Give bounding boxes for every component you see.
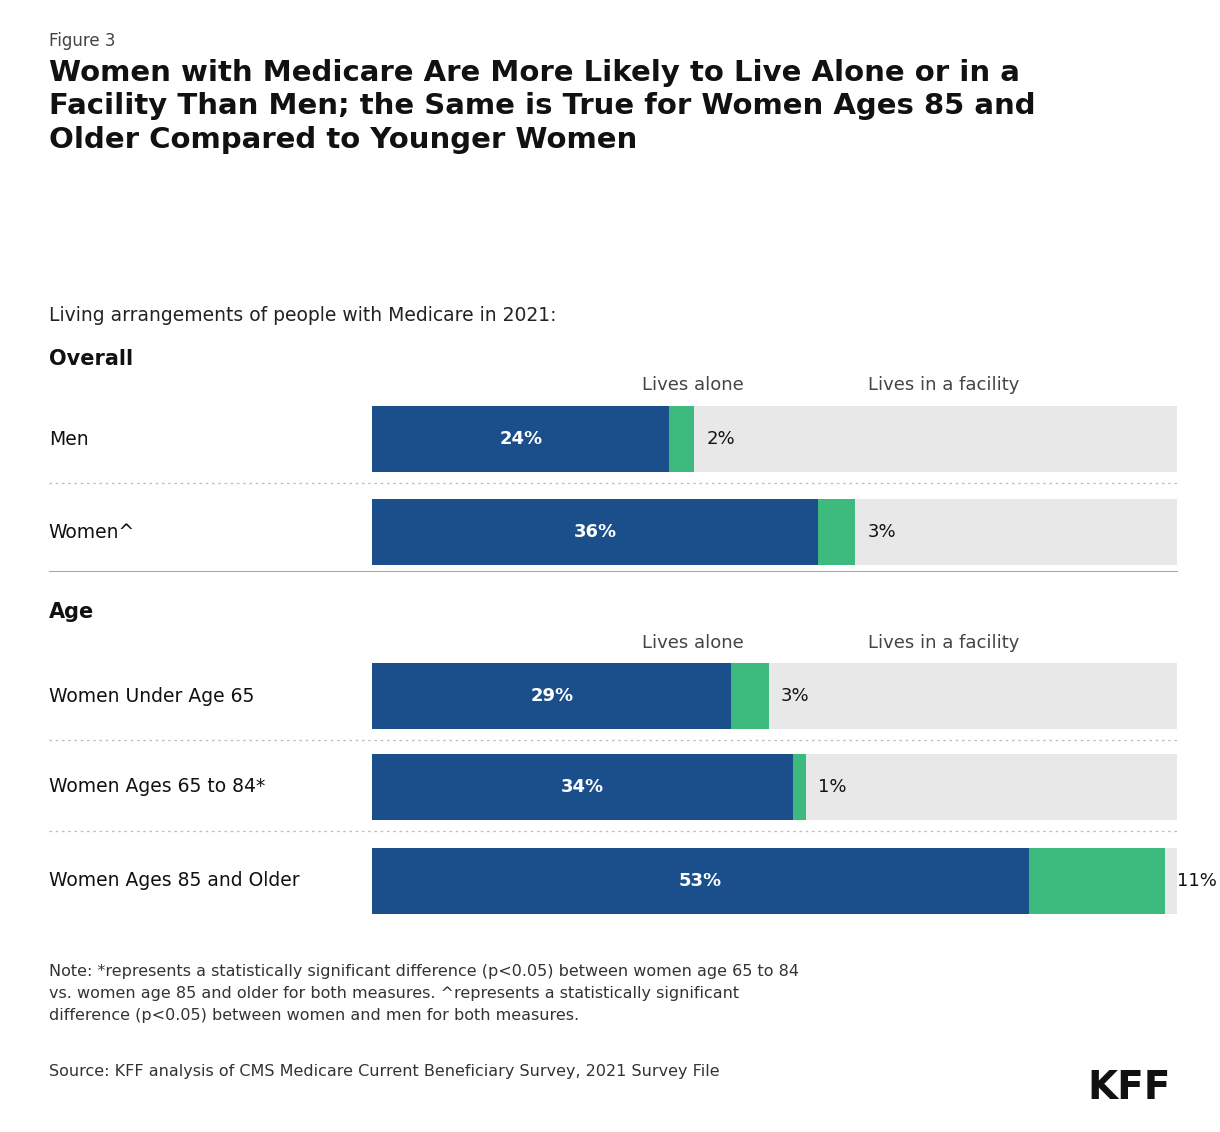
Text: 1%: 1% [817, 778, 847, 796]
Bar [372, 848, 1177, 914]
Text: Lives alone: Lives alone [642, 376, 744, 394]
Bar [731, 663, 769, 729]
Text: 53%: 53% [678, 872, 722, 890]
Bar [372, 663, 1177, 729]
Bar [372, 406, 1177, 472]
Text: Figure 3: Figure 3 [49, 32, 116, 50]
Bar [372, 499, 819, 565]
Text: Women Under Age 65: Women Under Age 65 [49, 687, 254, 705]
Text: Overall: Overall [49, 349, 133, 369]
Text: 2%: 2% [706, 430, 734, 448]
Text: 34%: 34% [561, 778, 604, 796]
Text: Source: KFF analysis of CMS Medicare Current Beneficiary Survey, 2021 Survey Fil: Source: KFF analysis of CMS Medicare Cur… [49, 1064, 720, 1079]
Text: Living arrangements of people with Medicare in 2021:: Living arrangements of people with Medic… [49, 306, 556, 325]
Bar [372, 499, 1177, 565]
Bar [372, 754, 793, 820]
Bar [372, 663, 731, 729]
Text: Lives alone: Lives alone [642, 634, 744, 652]
Text: Women Ages 65 to 84*: Women Ages 65 to 84* [49, 778, 265, 796]
Text: Women with Medicare Are More Likely to Live Alone or in a
Facility Than Men; the: Women with Medicare Are More Likely to L… [49, 59, 1036, 154]
Text: 29%: 29% [531, 687, 573, 705]
Text: KFF: KFF [1088, 1069, 1171, 1107]
Text: 36%: 36% [573, 523, 616, 541]
Bar [670, 406, 694, 472]
Text: Lives in a facility: Lives in a facility [867, 376, 1019, 394]
Text: Age: Age [49, 602, 94, 623]
Text: Men: Men [49, 430, 88, 448]
Bar [819, 499, 855, 565]
Bar [372, 848, 1028, 914]
Text: 11%: 11% [1177, 872, 1218, 890]
Bar [372, 754, 1177, 820]
Text: Lives in a facility: Lives in a facility [867, 634, 1019, 652]
Text: Note: *represents a statistically significant difference (p<0.05) between women : Note: *represents a statistically signif… [49, 964, 799, 1022]
Text: 24%: 24% [499, 430, 543, 448]
Bar [793, 754, 805, 820]
Text: 3%: 3% [867, 523, 895, 541]
Bar [372, 406, 670, 472]
Text: Women Ages 85 and Older: Women Ages 85 and Older [49, 872, 299, 890]
Bar [1028, 848, 1165, 914]
Text: 3%: 3% [781, 687, 809, 705]
Text: Women^: Women^ [49, 523, 135, 541]
